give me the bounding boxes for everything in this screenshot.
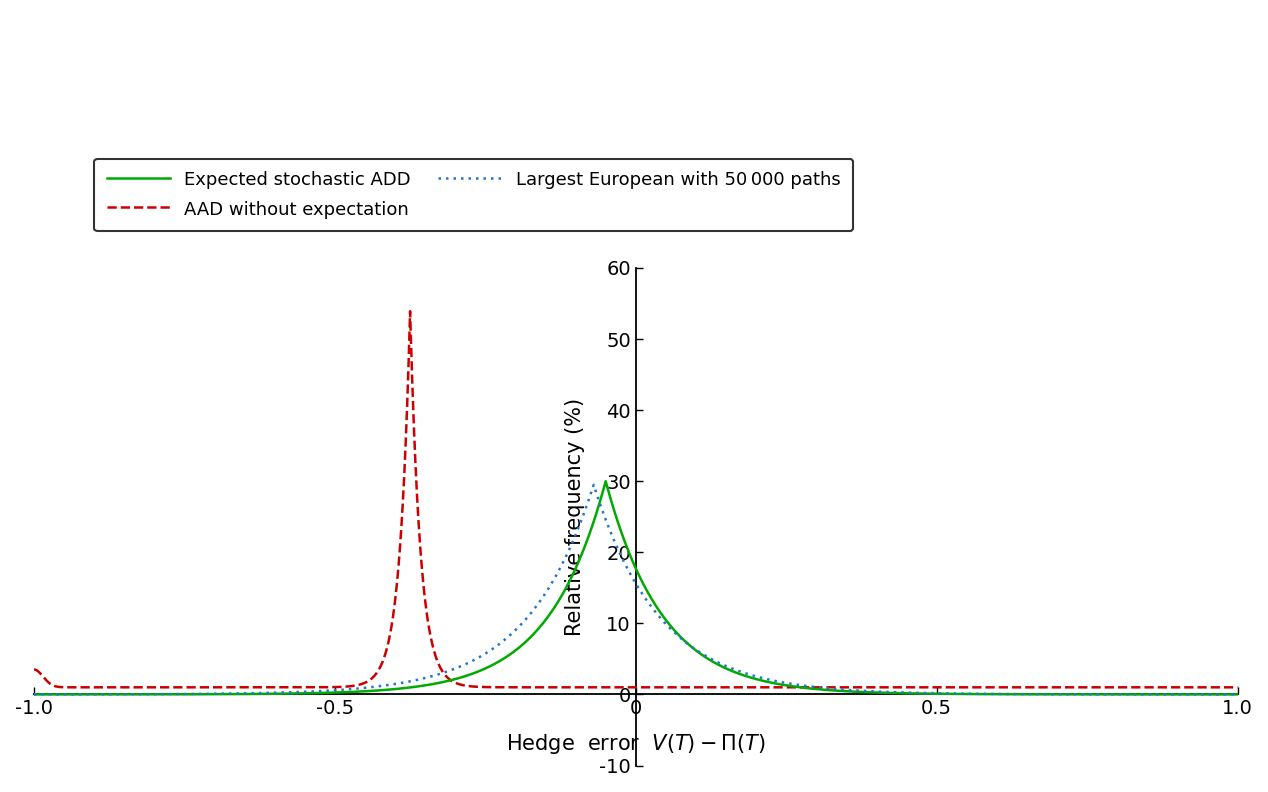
Y-axis label: Relative frequency (%): Relative frequency (%) [566,398,586,636]
Legend: Expected stochastic ADD, AAD without expectation, Largest European with 50 000 p: Expected stochastic ADD, AAD without exp… [94,158,853,231]
X-axis label: Hedge  error  $V(T) - \Pi(T)$: Hedge error $V(T) - \Pi(T)$ [506,732,766,756]
